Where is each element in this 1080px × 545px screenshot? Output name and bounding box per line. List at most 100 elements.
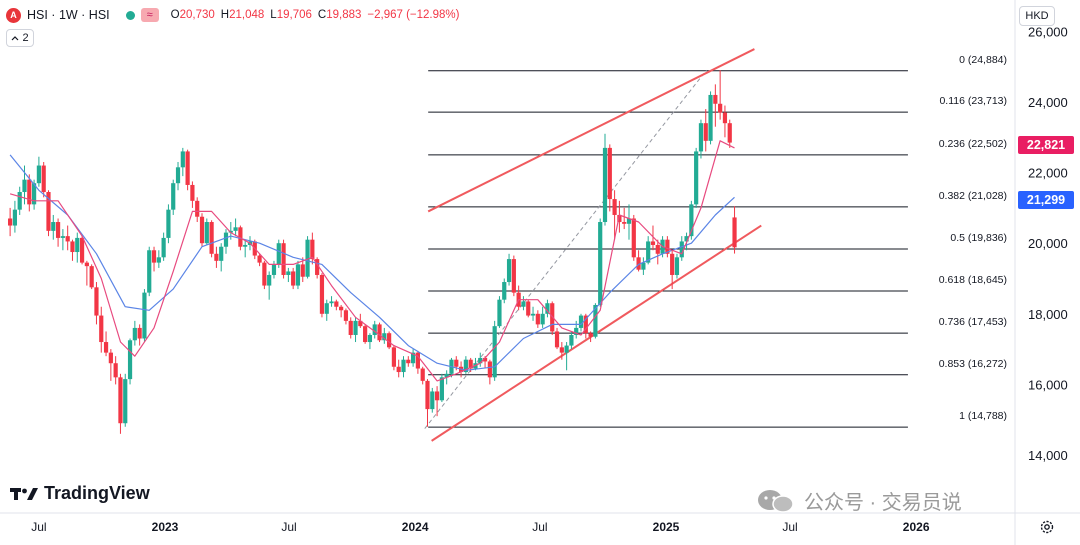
high-value: 21,048 [229,9,265,21]
candle-body [526,301,531,316]
candle-body [689,204,694,237]
candle-body [175,167,181,184]
candle-body [324,303,329,314]
candle-body [511,259,516,293]
candle-body [271,264,277,275]
candle-body [219,246,224,261]
low-label: L [270,9,277,21]
chevron-up-icon [12,36,19,41]
candle-body [617,214,622,223]
data-delay-icon[interactable]: ≈ [140,8,159,22]
fib-level-label: 0.5 (19,836) [950,232,1007,244]
x-tick-label: 2026 [903,520,930,534]
candle-body [190,184,195,201]
indicators-collapse-button[interactable]: 2 [6,29,34,47]
candle-body [588,333,593,337]
candle-body [732,217,737,248]
candle-body [646,241,651,263]
watermark-text: 公众号 · 交易员说 [804,492,962,514]
candle-body [612,199,617,215]
candle-body [348,320,353,335]
open-label: O [170,9,180,21]
candle-body [545,303,550,314]
candle-body [679,241,684,258]
symbol-title[interactable]: HSI · 1W · HSI [27,8,110,22]
currency-button[interactable]: HKD [1019,6,1055,26]
close-label: C [317,9,327,21]
candle-body [329,301,334,304]
candle-body [684,236,689,242]
candle-body [502,282,507,300]
y-tick-label: 18,000 [1028,307,1068,322]
candle-body [147,250,152,293]
change-value: −2,967 (−12.98%) [367,9,460,21]
fib-level-label: 0.736 (17,453) [939,316,1007,328]
candle-body [137,327,142,339]
candle-body [650,241,656,245]
candle-body [12,209,18,226]
candle-body [209,222,214,254]
candle-body [713,94,718,104]
candle-body [300,264,305,277]
candle-body [132,327,137,341]
candle-body [223,232,229,247]
candle-body [60,236,65,238]
candle-body [718,103,723,113]
fib-level-label: 0.618 (18,645) [939,274,1007,286]
candle-body [665,239,670,254]
candle-body [238,227,243,247]
candle-body [291,271,296,286]
fib-level-label: 0.853 (16,272) [939,358,1007,370]
candle-body [113,363,118,378]
candle-body [315,259,320,275]
candle-body [530,313,536,316]
x-tick-label: Jul [532,520,547,534]
candle-body [99,315,104,343]
candle-body [434,391,440,401]
candle-body [199,216,205,244]
candle-body [554,331,560,348]
candle-body [367,334,373,343]
candle-body [698,123,704,152]
ma-slow-line [9,154,735,371]
x-tick-label: 2025 [653,520,680,534]
candle-body [17,192,22,210]
fib-level-label: 0.382 (21,028) [939,190,1007,202]
candle-body [276,243,281,265]
tradingview-logo[interactable]: TradingView [10,483,150,504]
candle-body [703,123,708,141]
candle-body [156,257,161,263]
x-tick-label: Jul [31,520,46,534]
candle-body [420,368,425,381]
legend-header: A HSI · 1W · HSI ≈ O20,730 H21,048 L19,7… [6,6,459,24]
fib-level-label: 0 (24,884) [959,54,1007,66]
open-value: 20,730 [179,9,215,21]
candle-body [602,147,608,223]
candle-body [151,250,157,263]
candle-body [497,299,502,327]
candle-body [593,304,598,337]
indicator-count: 2 [22,32,29,44]
candle-body [694,151,699,205]
candle-body [377,324,382,341]
close-value: 19,883 [326,9,362,21]
market-status-icon[interactable] [125,10,135,20]
candle-body [482,357,488,362]
settings-gear-icon[interactable] [1039,519,1055,535]
candle-body [583,315,588,334]
symbol-logo-icon[interactable]: A [6,7,21,23]
candle-body [257,255,262,263]
candle-body [396,366,401,373]
candle-body [425,380,430,410]
y-tick-label: 24,000 [1028,95,1068,110]
candle-body [411,352,416,364]
x-tick-label: Jul [281,520,296,534]
candle-body [574,327,579,335]
y-tick-label: 14,000 [1028,448,1068,463]
candle-body [492,326,497,378]
candle-body [401,359,406,373]
candle-body [142,292,147,339]
candle-body [8,218,13,226]
candle-body [108,352,113,364]
